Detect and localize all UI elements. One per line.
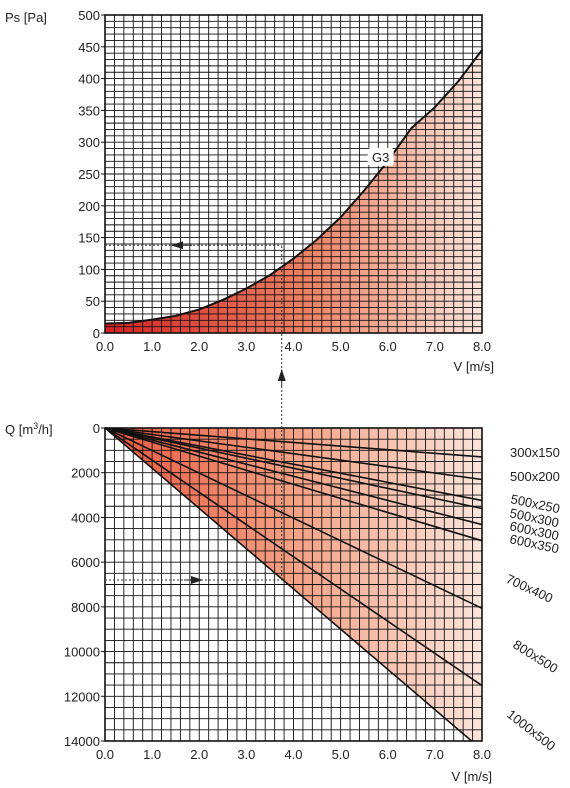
- duct-line-500x300: [104, 427, 483, 510]
- duct-size-labels: 300x150500x200500x250500x300600x300600x3…: [504, 445, 562, 754]
- duct-label-800x500: 800x500: [510, 637, 560, 676]
- duct-line-700x400: [104, 427, 483, 610]
- duct-label-700x400: 700x400: [504, 571, 556, 606]
- airflow-plot-frame: [104, 427, 483, 742]
- airflow-x-tick: 3.0: [237, 747, 255, 762]
- airflow-y-tick: 2000: [71, 466, 100, 481]
- airflow-y-tick: 0: [93, 421, 100, 436]
- pressure-x-tick: 3.0: [237, 339, 255, 354]
- pressure-y-tick: 100: [78, 262, 100, 277]
- airflow-y-tick: 6000: [71, 555, 100, 570]
- duct-label-1000x500: 1000x500: [504, 707, 558, 754]
- pressure-chart: G3 0.0 1.0 2.0 3.0 4.0 5.0 6.0 7.0 8.0 0 50 100 150…: [5, 8, 494, 374]
- series-label-g3: G3: [372, 150, 389, 165]
- duct-label-500x200: 500x200: [510, 469, 560, 484]
- airflow-y-tick-labels: 0 2000 4000 6000 8000 10000 12000 14000: [64, 421, 105, 749]
- airflow-x-axis-label: V [m/s]: [452, 769, 492, 784]
- pressure-x-tick: 0.0: [96, 339, 114, 354]
- airflow-y-tick: 4000: [71, 510, 100, 525]
- pressure-x-tick: 1.0: [143, 339, 161, 354]
- airflow-grid: [105, 428, 482, 741]
- duct-label-300x150: 300x150: [510, 445, 560, 460]
- airflow-x-tick: 6.0: [379, 747, 397, 762]
- pressure-x-tick-labels: 0.0 1.0 2.0 3.0 4.0 5.0 6.0 7.0 8.0: [96, 339, 491, 354]
- duct-line-600x300: [104, 427, 483, 526]
- airflow-y-tick: 10000: [64, 645, 100, 660]
- pressure-x-tick: 6.0: [379, 339, 397, 354]
- airflow-y-tick: 8000: [71, 600, 100, 615]
- duct-line-500x250: [104, 427, 483, 502]
- pressure-x-tick: 7.0: [426, 339, 444, 354]
- g3-label-background: [367, 147, 394, 166]
- pressure-y-tick: 400: [78, 72, 100, 87]
- pressure-y-tick: 250: [78, 167, 100, 182]
- duct-line-300x150: [104, 427, 483, 458]
- pressure-x-axis-label: V [m/s]: [454, 359, 494, 374]
- airflow-x-tick: 8.0: [473, 747, 491, 762]
- pressure-y-tick: 500: [78, 8, 100, 23]
- duct-line-800x500: [104, 427, 483, 687]
- airflow-duct-lines: [104, 427, 483, 742]
- pressure-y-tick: 450: [78, 40, 100, 55]
- pressure-x-tick: 5.0: [332, 339, 350, 354]
- pressure-curve-g3: [104, 49, 483, 325]
- airflow-x-tick: 7.0: [426, 747, 444, 762]
- airflow-x-tick-labels: 0.0 1.0 2.0 3.0 4.0 5.0 6.0 7.0 8.0: [96, 747, 491, 762]
- pressure-grid: [105, 15, 482, 333]
- pressure-y-axis-label: Ps [Pa]: [5, 10, 47, 25]
- airflow-x-tick: 2.0: [190, 747, 208, 762]
- airflow-x-tick: 1.0: [143, 747, 161, 762]
- airflow-y-tick: 14000: [64, 734, 100, 749]
- duct-line-500x200: [104, 427, 483, 481]
- airflow-x-tick: 0.0: [96, 747, 114, 762]
- airflow-y-tick: 12000: [64, 689, 100, 704]
- pressure-y-tick: 300: [78, 135, 100, 150]
- reading-path: [105, 241, 286, 585]
- pressure-y-tick-labels: 0 50 100 150 200 250 300 350 400 450 500: [78, 8, 105, 341]
- pressure-y-tick: 350: [78, 103, 100, 118]
- pressure-y-tick: 0: [93, 326, 100, 341]
- duct-line-600x350: [104, 427, 483, 542]
- airflow-chart: 0.0 1.0 2.0 3.0 4.0 5.0 6.0 7.0 8.0 0 2000 4000 600…: [5, 421, 561, 784]
- pressure-curve-layer: G3: [104, 49, 483, 325]
- airflow-axes: [104, 427, 483, 742]
- airflow-x-tick: 4.0: [284, 747, 302, 762]
- pressure-y-tick: 200: [78, 199, 100, 214]
- pressure-y-tick: 50: [86, 294, 100, 309]
- duct-line-1000x500: [104, 427, 473, 742]
- airflow-x-tick: 5.0: [332, 747, 350, 762]
- pressure-y-tick: 150: [78, 231, 100, 246]
- pressure-x-tick: 8.0: [473, 339, 491, 354]
- pressure-x-tick: 2.0: [190, 339, 208, 354]
- pressure-x-tick: 4.0: [284, 339, 302, 354]
- airflow-y-axis-label: Q [m3/h]: [5, 421, 53, 437]
